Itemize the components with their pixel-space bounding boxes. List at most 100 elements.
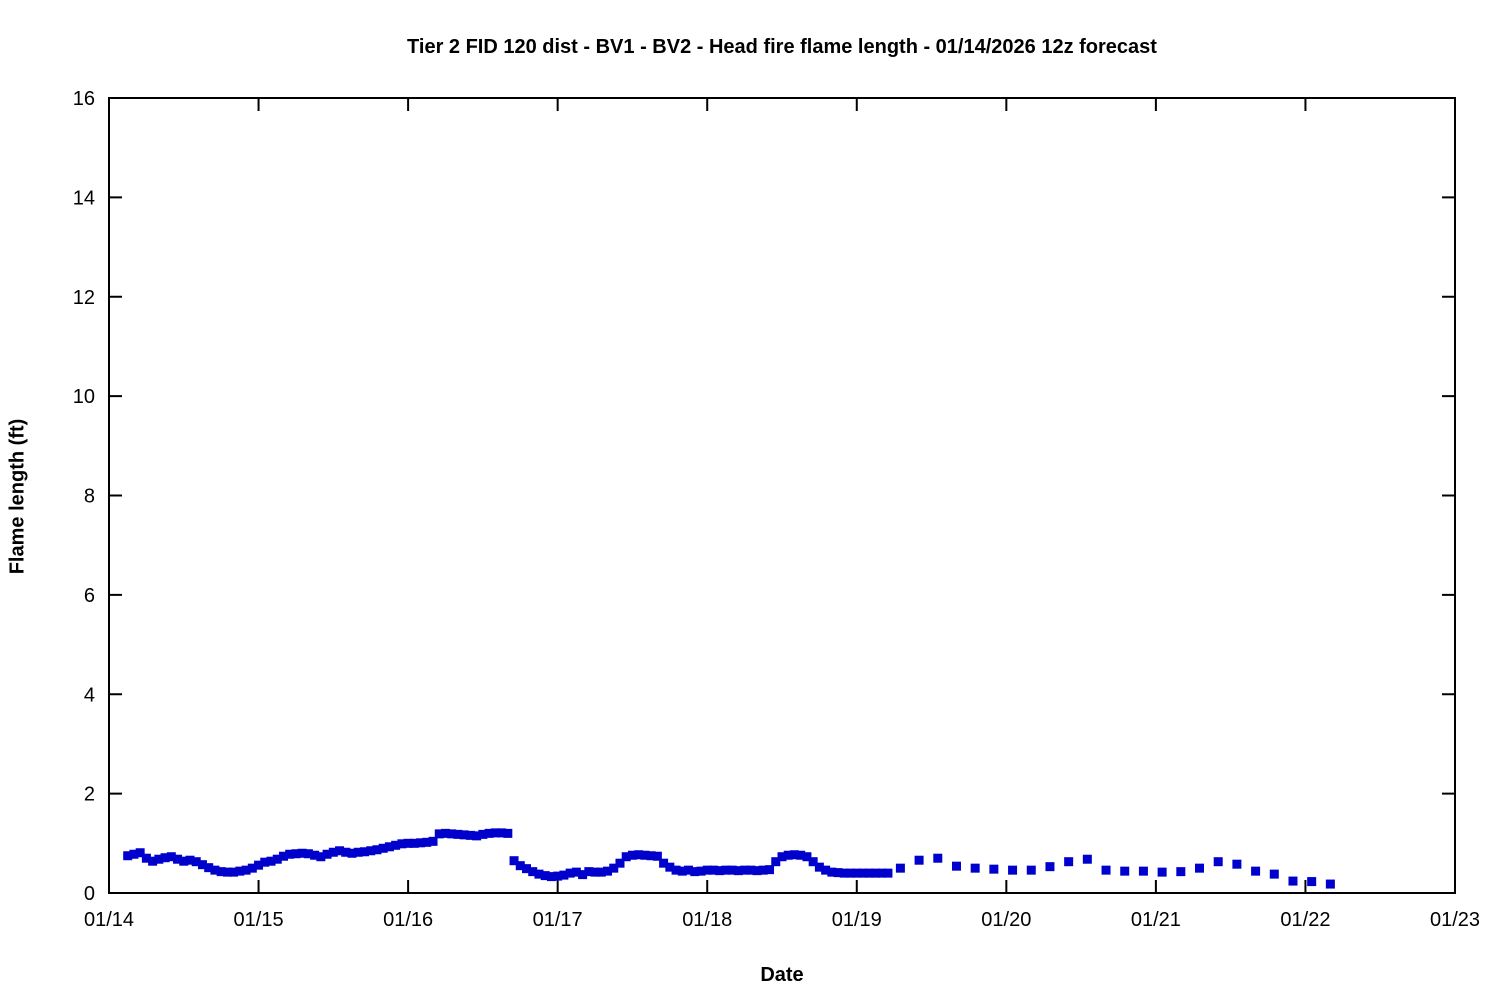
data-point-marker <box>191 857 201 867</box>
data-point-marker <box>372 845 382 855</box>
data-point-marker <box>715 866 725 876</box>
data-point-marker <box>1120 866 1130 876</box>
data-point-marker <box>1064 857 1074 867</box>
data-point-marker <box>428 836 438 846</box>
data-point-marker <box>852 868 862 878</box>
data-point-marker <box>503 828 513 838</box>
data-point-marker <box>1213 857 1223 867</box>
y-tick-label: 10 <box>73 386 95 408</box>
y-axis-label: Flame length (ft) <box>6 418 29 575</box>
data-point-marker <box>378 843 388 853</box>
data-point-marker <box>796 850 806 860</box>
data-point-marker <box>291 849 301 859</box>
data-point-marker <box>366 846 376 856</box>
data-point-marker <box>1288 876 1298 886</box>
data-point-marker <box>627 850 637 860</box>
data-point-marker <box>684 865 694 875</box>
data-point-marker <box>1138 866 1148 876</box>
data-point-marker <box>634 850 644 860</box>
data-point-marker <box>272 854 282 864</box>
x-tick-label: 01/19 <box>832 909 882 931</box>
data-point-marker <box>335 846 345 856</box>
data-point-marker <box>609 863 619 873</box>
plot-border <box>108 97 1456 894</box>
data-point-marker <box>858 868 868 878</box>
data-point-marker <box>565 868 575 878</box>
data-point-marker <box>497 828 507 838</box>
data-point-marker <box>808 857 818 867</box>
data-point-marker <box>216 867 226 877</box>
data-point-marker <box>434 829 444 839</box>
x-axis-label: Date <box>760 964 804 986</box>
y-tick-label: 2 <box>84 784 95 806</box>
data-point-marker <box>578 870 588 880</box>
data-point-marker <box>864 868 874 878</box>
data-point-marker <box>1026 865 1036 875</box>
y-tick-label: 16 <box>73 88 95 110</box>
data-point-marker <box>197 860 207 870</box>
data-point-marker <box>391 840 401 850</box>
data-point-marker <box>316 852 326 862</box>
data-point-marker <box>297 848 307 858</box>
data-point-marker <box>173 854 183 864</box>
x-tick-label: 01/17 <box>533 909 583 931</box>
data-point-marker <box>740 865 750 875</box>
data-point-marker <box>590 867 600 877</box>
data-point-marker <box>210 865 220 875</box>
data-point-marker <box>409 838 419 848</box>
data-point-marker <box>484 828 494 838</box>
data-point-marker <box>204 863 214 873</box>
data-point-marker <box>310 850 320 860</box>
data-point-marker <box>528 867 538 877</box>
data-point-marker <box>989 864 999 874</box>
data-point-marker <box>123 851 133 861</box>
data-point-marker <box>341 847 351 857</box>
data-point-marker <box>241 865 251 875</box>
data-point-marker <box>665 862 675 872</box>
data-point-marker <box>303 849 313 859</box>
data-point-marker <box>870 868 880 878</box>
data-point-marker <box>659 858 669 868</box>
y-tick-label: 4 <box>84 684 95 706</box>
data-point-marker <box>970 863 980 873</box>
data-point-marker <box>453 829 463 839</box>
data-point-marker <box>522 864 532 874</box>
data-point-marker <box>1195 863 1205 873</box>
x-tick-label: 01/14 <box>84 909 134 931</box>
chart-title: Tier 2 FID 120 dist - BV1 - BV2 - Head f… <box>407 36 1157 58</box>
data-point-marker <box>758 865 768 875</box>
data-point-marker <box>733 866 743 876</box>
data-point-marker <box>646 851 656 861</box>
data-point-marker <box>478 829 488 839</box>
data-point-marker <box>1325 879 1335 889</box>
data-point-marker <box>509 856 519 866</box>
data-point-marker <box>278 851 288 861</box>
data-point-marker <box>559 870 569 880</box>
data-point-marker <box>1269 869 1279 879</box>
data-point-marker <box>322 849 332 859</box>
data-point-marker <box>895 863 905 873</box>
data-point-marker <box>596 867 606 877</box>
data-point-marker <box>185 855 195 865</box>
data-point-marker <box>397 839 407 849</box>
data-point-marker <box>465 830 475 840</box>
data-point-marker <box>827 867 837 877</box>
data-point-marker <box>534 869 544 879</box>
data-point-marker <box>814 862 824 872</box>
data-point-marker <box>1008 865 1018 875</box>
data-point-marker <box>702 865 712 875</box>
data-point-marker <box>490 828 500 838</box>
data-point-marker <box>621 852 631 862</box>
y-tick-label: 8 <box>84 486 95 508</box>
data-point-marker <box>708 865 718 875</box>
data-point-marker <box>677 866 687 876</box>
data-point-marker <box>135 848 145 858</box>
data-point-marker <box>914 855 924 865</box>
data-point-marker <box>254 860 264 870</box>
data-point-marker <box>472 831 482 841</box>
data-point-marker <box>833 868 843 878</box>
data-point-marker <box>777 852 787 862</box>
data-point-marker <box>1251 866 1261 876</box>
data-point-marker <box>515 861 525 871</box>
